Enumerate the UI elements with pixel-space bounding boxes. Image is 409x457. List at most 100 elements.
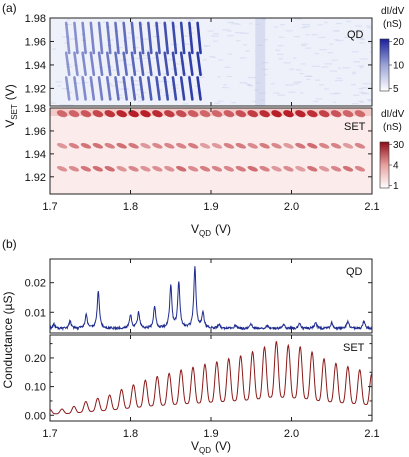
heatmap-qd-noise	[368, 43, 371, 44]
heatmap-qd-noise	[110, 85, 115, 86]
y-tick-label: 1.92	[25, 172, 46, 184]
heatmap-qd-noise	[128, 32, 132, 33]
heatmap-qd-noise	[277, 54, 284, 55]
heatmap-qd-noise	[296, 69, 302, 70]
panel-b-label: (b)	[2, 237, 17, 251]
heatmap-set-label: SET	[344, 121, 366, 133]
heatmap-qd: QD	[50, 18, 378, 107]
colorbar-qd-unit: (nS)	[383, 19, 402, 30]
heatmap-qd-noise	[342, 67, 350, 68]
heatmap-qd-noise	[325, 63, 332, 64]
heatmap-qd-noise	[51, 102, 56, 103]
heatmap-qd-noise	[134, 80, 139, 81]
heatmap-qd-noise	[313, 101, 318, 102]
heatmap-qd-noise	[315, 80, 320, 81]
colorbar-set: dI/dV (nS) 3041	[380, 109, 405, 192]
heatmap-qd-noise	[352, 51, 359, 52]
panel-a-ylabel: VSET(V)	[3, 84, 19, 128]
heatmap-qd-noise	[204, 45, 211, 46]
x-tick-label: 2.1	[364, 428, 379, 440]
heatmap-qd-noise	[203, 59, 207, 60]
heatmap-qd-noise	[318, 24, 323, 25]
heatmap-qd-noise	[363, 83, 371, 84]
panel-b-ylabel: Conductance (µS)	[1, 292, 15, 389]
colorbar-tick-label: 4	[393, 161, 399, 172]
x-tick-label: 1.8	[123, 201, 138, 213]
heatmap-qd-noise	[337, 78, 342, 79]
heatmap-qd-noise	[311, 34, 317, 35]
heatmap-qd-noise	[324, 22, 327, 23]
panel-b-xlabel: VQD (V)	[191, 439, 231, 455]
heatmap-qd-noise	[293, 83, 299, 84]
heatmap-qd-noise	[284, 62, 291, 63]
heatmap-qd-noise	[199, 76, 205, 77]
heatmap-qd-noise	[324, 88, 329, 89]
y-tick-label: 1.92	[25, 83, 46, 95]
heatmap-qd-noise	[306, 34, 310, 35]
heatmap-qd-noise	[289, 92, 296, 93]
heatmap-qd-noise	[368, 100, 372, 101]
heatmap-qd-noise	[186, 19, 193, 20]
colorbar-tick-label: 1	[393, 181, 399, 192]
heatmap-qd-noise	[332, 60, 338, 61]
y-tick-label: 0.20	[25, 353, 46, 365]
y-tick-label: 1.98	[25, 13, 46, 25]
heatmap-qd-noise	[319, 49, 326, 50]
y-tick-label: 1.96	[25, 126, 46, 138]
colorbar-set-unit: (nS)	[383, 122, 402, 133]
heatmap-qd-noise	[351, 84, 356, 85]
heatmap-qd-noise	[184, 44, 192, 45]
heatmap-qd-noise	[228, 54, 233, 55]
heatmap-qd-noise	[280, 24, 285, 25]
heatmap-qd-noise	[241, 33, 249, 34]
heatmap-qd-noise	[335, 80, 343, 81]
heatmap-set: SET	[50, 108, 372, 194]
heatmap-qd-noise	[217, 76, 221, 77]
heatmap-qd-noise	[227, 22, 234, 23]
panel-a-label: (a)	[2, 1, 17, 15]
y-tick-label: 0.00	[25, 410, 46, 422]
heatmap-qd-noise	[248, 77, 256, 78]
y-tick-label: 1.98	[25, 103, 46, 115]
heatmap-qd-noise	[302, 24, 310, 25]
heatmap-qd-noise	[346, 21, 351, 22]
heatmap-qd-noise	[353, 61, 360, 62]
heatmap-qd-noise	[138, 101, 142, 102]
heatmap-qd-noise	[249, 23, 252, 24]
x-tick-label: 2.0	[284, 201, 299, 213]
heatmap-qd-noise	[56, 81, 62, 82]
heatmap-qd-noise	[135, 94, 139, 95]
heatmap-qd-noise	[301, 44, 308, 45]
heatmap-qd-noise	[243, 44, 247, 45]
heatmap-qd-noise	[367, 99, 375, 100]
x-tick-label: 1.8	[123, 428, 138, 440]
heatmap-qd-noise	[219, 59, 224, 60]
heatmap-qd-noise	[358, 65, 364, 66]
heatmap-qd-noise	[294, 36, 300, 37]
heatmap-qd-noise	[279, 37, 284, 38]
y-tick-label: 1.96	[25, 36, 46, 48]
heatmap-qd-noise	[366, 26, 371, 27]
heatmap-qd-noise	[211, 36, 219, 37]
line-set-label: SET	[343, 342, 365, 354]
colorbar-tick-label: 5	[393, 84, 399, 95]
heatmap-qd-noise	[312, 66, 320, 67]
heatmap-qd-noise	[246, 84, 250, 85]
heatmap-qd-noise	[60, 104, 67, 105]
heatmap-qd-noise	[361, 87, 367, 88]
heatmap-qd-noise	[236, 40, 240, 41]
heatmap-qd-noise	[222, 87, 228, 88]
heatmap-qd-noise	[360, 67, 363, 68]
heatmap-qd-noise	[334, 39, 338, 40]
heatmap-qd-noise	[212, 57, 215, 58]
y-tick-label: 0.10	[25, 382, 46, 394]
colorbar-qd: dI/dV (nS) 20105	[380, 6, 405, 95]
heatmap-qd-noise	[271, 83, 275, 84]
heatmap-qd-noise	[57, 85, 61, 86]
heatmap-qd-noise	[360, 42, 365, 43]
heatmap-qd-noise	[285, 84, 293, 85]
heatmap-qd-noise	[275, 50, 280, 51]
x-tick-label: 1.9	[203, 201, 218, 213]
heatmap-qd-noise	[353, 72, 356, 73]
